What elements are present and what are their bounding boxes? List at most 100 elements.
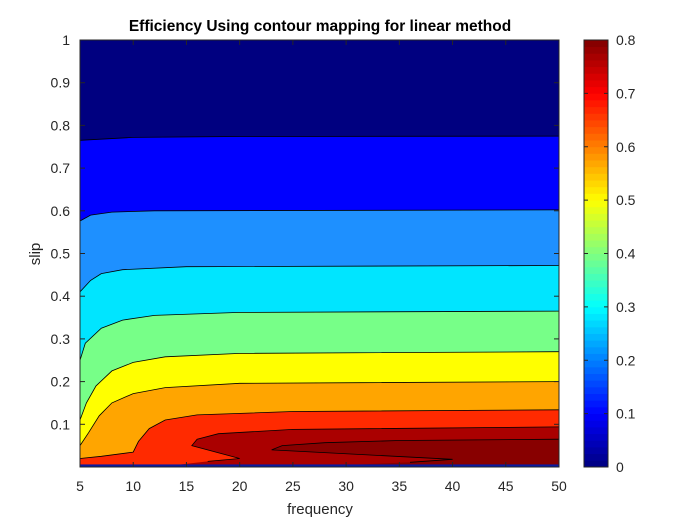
colorbar-swatch xyxy=(584,453,608,461)
colorbar-swatch xyxy=(584,280,608,288)
colorbar-swatch xyxy=(584,346,608,354)
x-axis-label: frequency xyxy=(287,501,353,518)
contour-line-0.6 xyxy=(80,381,559,446)
colorbar-swatch xyxy=(584,240,608,248)
y-tick-label: 0.1 xyxy=(51,416,71,432)
colorbar-swatch xyxy=(584,106,608,114)
contour-line-0.2 xyxy=(80,209,559,222)
colorbar-swatch xyxy=(584,40,608,48)
y-tick-label: 0.7 xyxy=(51,160,71,176)
colorbar-swatch xyxy=(584,306,608,314)
y-tick-label: 0.2 xyxy=(51,374,71,390)
colorbar-swatch xyxy=(584,373,608,381)
colorbar-swatch xyxy=(584,146,608,154)
colorbar-tick-label: 0.2 xyxy=(616,352,636,368)
contour-region-0.85 xyxy=(271,439,559,467)
colorbar-swatch xyxy=(584,226,608,234)
y-tick-label: 0.3 xyxy=(51,331,71,347)
colorbar-swatch xyxy=(584,53,608,61)
y-tick-label: 0.6 xyxy=(51,203,71,219)
contour-line-0.3 xyxy=(80,265,559,293)
colorbar-swatch xyxy=(584,160,608,168)
colorbar-swatch xyxy=(584,200,608,208)
colorbar-swatch xyxy=(584,426,608,435)
contour-line-0.5 xyxy=(80,351,559,421)
colorbar-tick-label: 0.6 xyxy=(616,139,636,155)
x-tick-label: 15 xyxy=(179,478,195,494)
x-tick-label: 25 xyxy=(285,478,301,494)
colorbar-swatch xyxy=(584,233,608,241)
colorbar-swatch xyxy=(584,126,608,134)
colorbar-swatch xyxy=(584,220,608,228)
colorbar-swatch xyxy=(584,326,608,334)
colorbar-swatch xyxy=(584,420,608,428)
colorbar-swatch xyxy=(584,406,608,415)
colorbar-swatch xyxy=(584,113,608,121)
colorbar-swatch xyxy=(584,93,608,101)
y-tick-label: 0.5 xyxy=(51,246,71,262)
colorbar-swatch xyxy=(584,166,608,174)
colorbar-tick-label: 0.3 xyxy=(616,299,636,315)
colorbar-swatch xyxy=(584,440,608,448)
colorbar-swatch xyxy=(584,386,608,395)
colorbar-swatch xyxy=(584,273,608,281)
colorbar-swatch xyxy=(584,80,608,88)
colorbar-swatch xyxy=(584,140,608,148)
contour-line-0.85 xyxy=(271,438,559,463)
x-tick-label: 20 xyxy=(232,478,248,494)
colorbar-swatch xyxy=(584,100,608,108)
contour-line-0.4 xyxy=(80,310,559,361)
x-tick-label: 50 xyxy=(551,478,567,494)
colorbar-swatch xyxy=(584,46,608,54)
contour-line-0.7 xyxy=(80,409,559,459)
colorbar-swatch xyxy=(584,286,608,294)
x-axis: 5 10 15 20 25 30 35 40 45 50 xyxy=(76,40,567,494)
colorbar-swatch xyxy=(584,246,608,254)
colorbar-swatch xyxy=(584,340,608,348)
colorbar-swatch xyxy=(584,86,608,94)
colorbar-tick-label: 0.8 xyxy=(616,32,636,48)
colorbar-swatch xyxy=(584,253,608,261)
contour-fill-regions xyxy=(80,40,559,467)
x-tick-label: 5 xyxy=(76,478,84,494)
y-tick-label: 1 xyxy=(62,32,70,48)
colorbar-swatch xyxy=(584,300,608,308)
colorbar-swatch xyxy=(584,293,608,301)
colorbar-swatch xyxy=(584,73,608,81)
colorbar-swatch xyxy=(584,333,608,341)
contour-line-0.1 xyxy=(80,135,559,141)
colorbar-swatch xyxy=(584,360,608,368)
colorbar-swatch xyxy=(584,393,608,401)
colorbar-swatch xyxy=(584,193,608,201)
colorbar-swatch xyxy=(584,186,608,194)
colorbar-swatch xyxy=(584,433,608,441)
x-tick-label: 40 xyxy=(445,478,461,494)
y-tick-label: 0.8 xyxy=(51,117,71,133)
colorbar-swatch xyxy=(584,133,608,141)
colorbar-swatch xyxy=(584,400,608,408)
colorbar-swatch xyxy=(584,213,608,221)
colorbar-swatch xyxy=(584,320,608,328)
colorbar-tick-label: 0.4 xyxy=(616,246,636,262)
colorbar-swatch xyxy=(584,173,608,181)
colorbar-tick-label: 0.1 xyxy=(616,406,636,422)
colorbar-swatch xyxy=(584,66,608,74)
y-tick-label: 0.9 xyxy=(51,75,71,91)
x-tick-label: 35 xyxy=(392,478,408,494)
colorbar-swatch xyxy=(584,313,608,321)
colorbar-swatch xyxy=(584,366,608,374)
x-tick-label: 45 xyxy=(498,478,514,494)
colorbar-swatch xyxy=(584,120,608,128)
colorbar-swatch xyxy=(584,413,608,421)
y-axis-label: slip xyxy=(27,243,44,266)
colorbar-tick-label: 0.5 xyxy=(616,192,636,208)
colorbar-tick-label: 0 xyxy=(616,459,624,475)
colorbar-swatch xyxy=(584,206,608,214)
x-tick-label: 10 xyxy=(125,478,141,494)
x-tick-label: 30 xyxy=(338,478,354,494)
colorbar-swatch xyxy=(584,180,608,188)
colorbar-swatch xyxy=(584,460,608,468)
colorbar-swatch xyxy=(584,260,608,268)
bottom-edge-region xyxy=(80,464,559,467)
